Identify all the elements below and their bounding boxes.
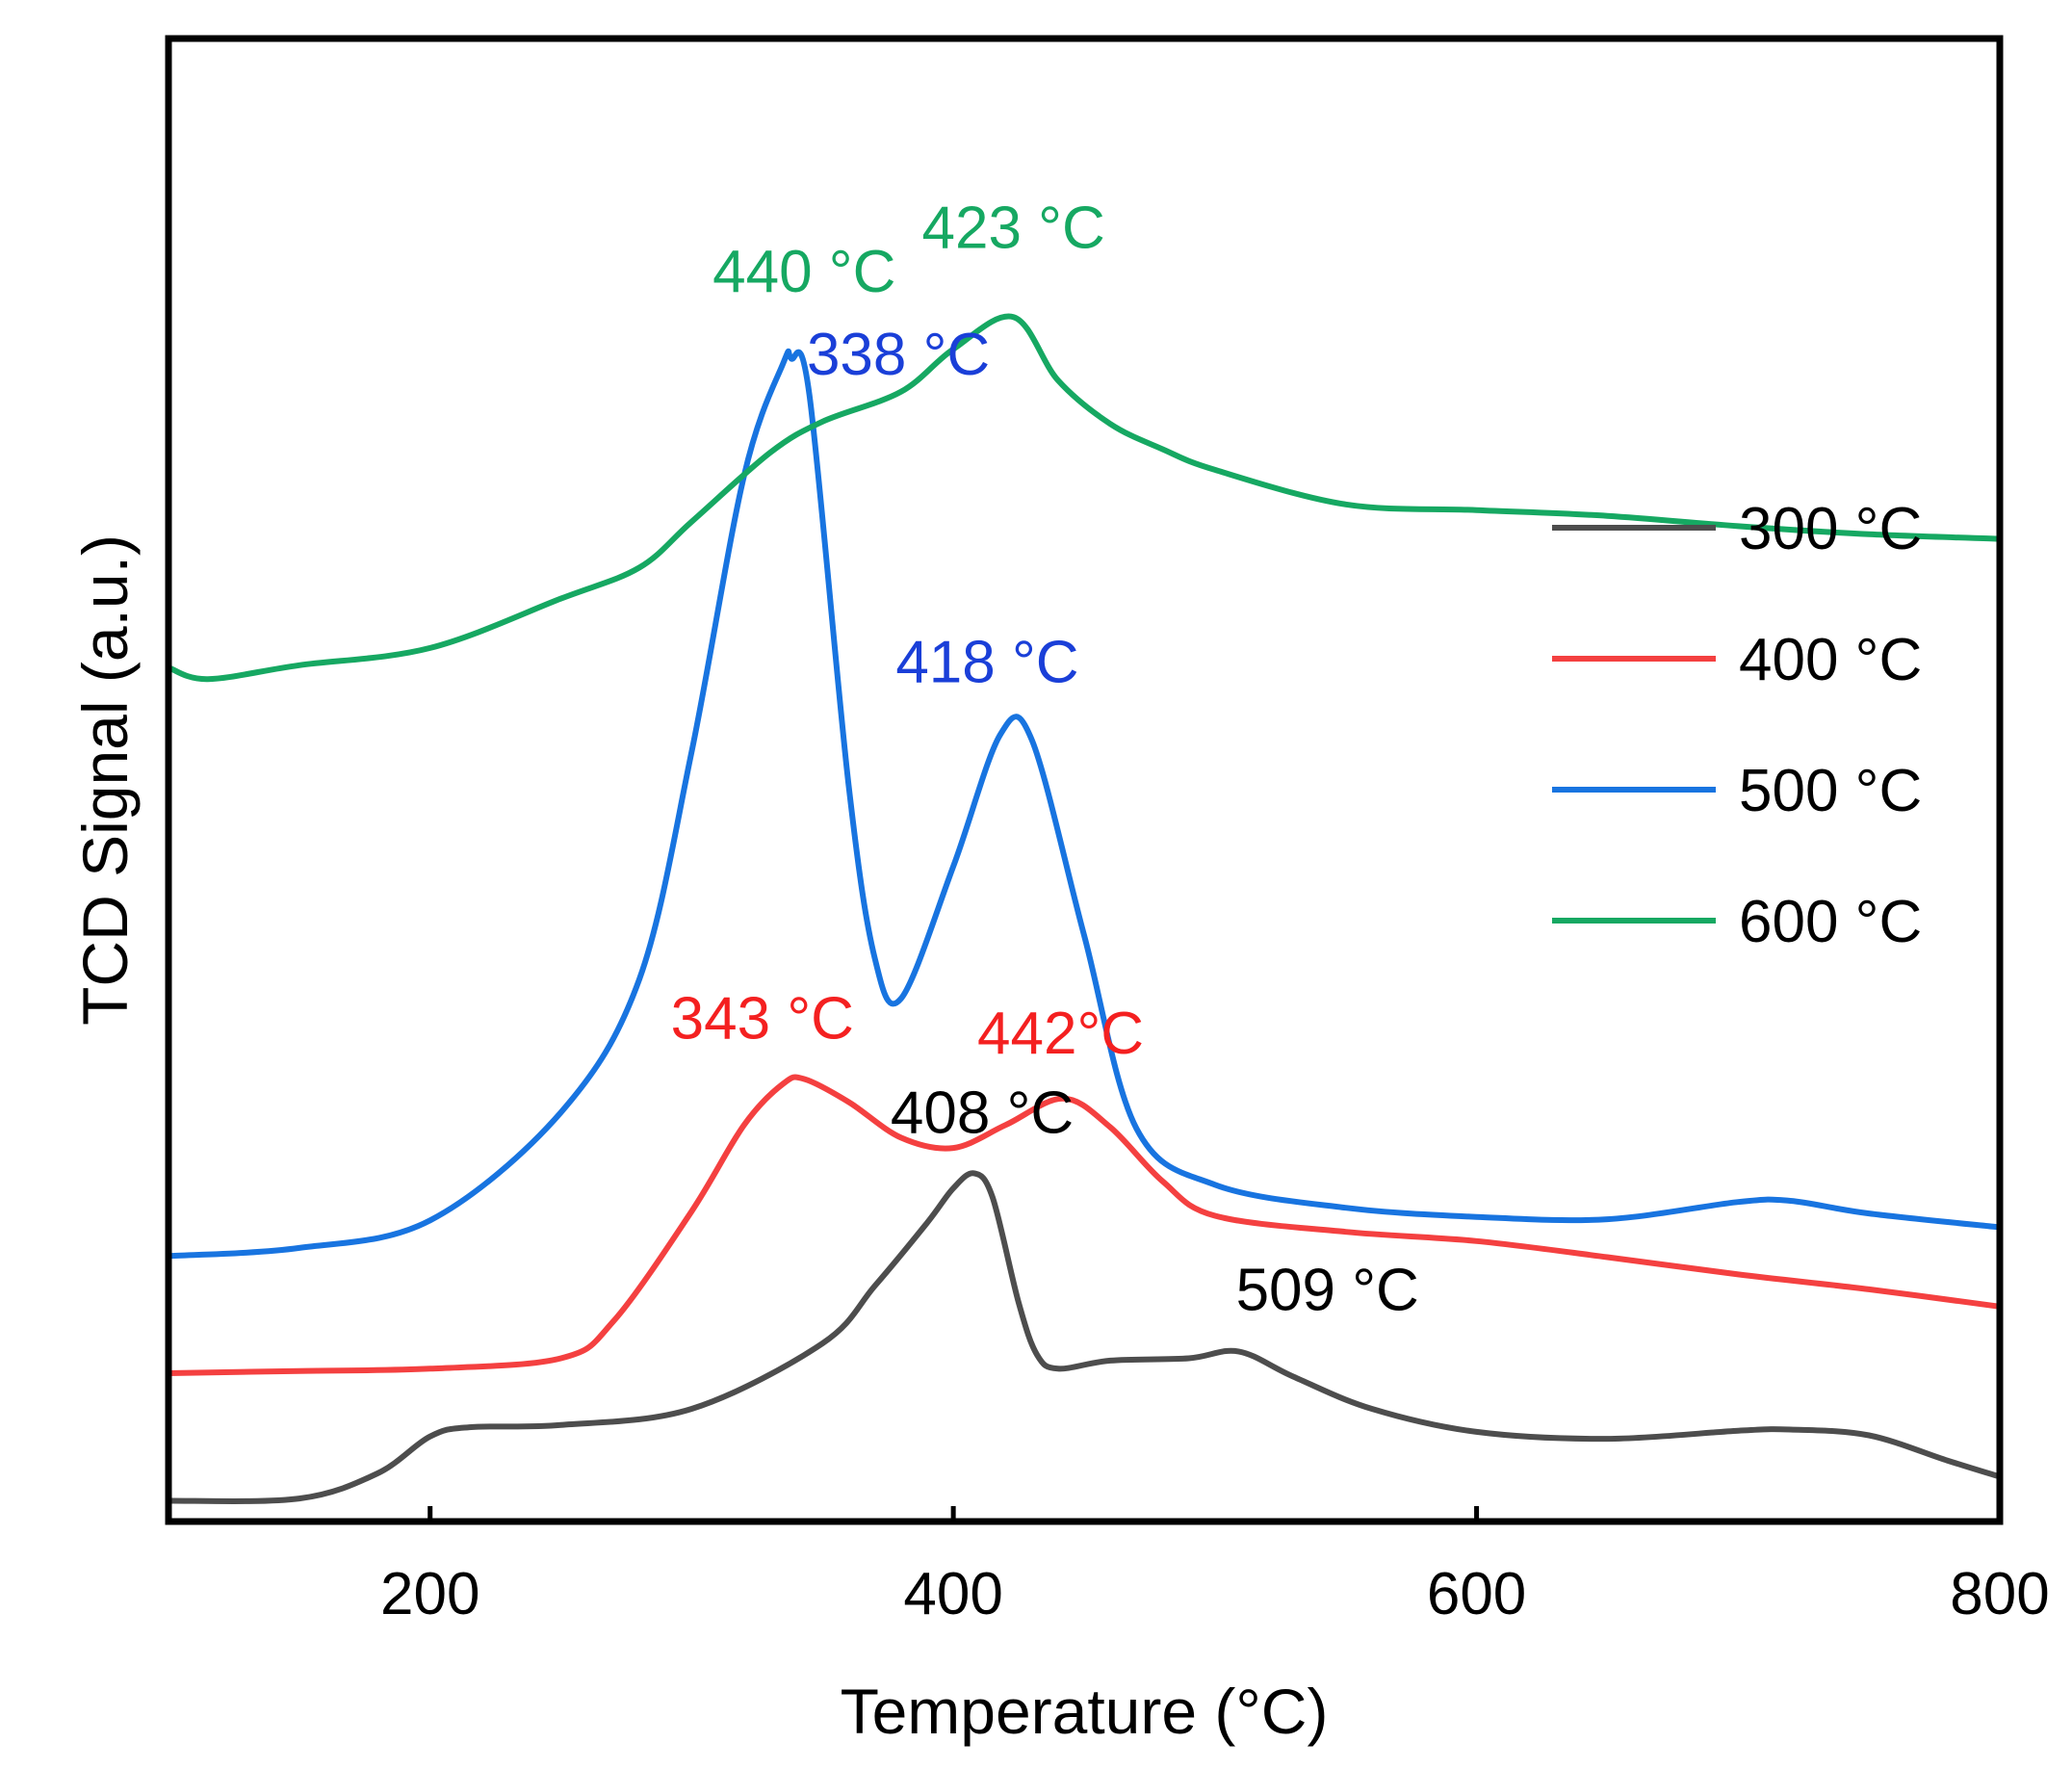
y-axis-title: TCD Signal (a.u.) bbox=[69, 534, 141, 1026]
x-tick-label-600: 600 bbox=[1427, 1561, 1526, 1627]
legend-label-600: 600 °C bbox=[1739, 889, 1922, 955]
series-line-600 bbox=[166, 313, 2003, 683]
series-line-400 bbox=[166, 1074, 2003, 1376]
legend-label-400: 400 °C bbox=[1739, 627, 1922, 693]
plot-frame bbox=[165, 35, 2004, 1525]
peak-annotation: 442°C bbox=[977, 1001, 1144, 1067]
x-tick-label-800: 800 bbox=[1950, 1561, 2049, 1627]
peak-annotation: 338 °C bbox=[807, 322, 990, 388]
peak-annotation: 423 °C bbox=[922, 195, 1105, 262]
x-axis: 200 400 600 800 bbox=[380, 1506, 2050, 1627]
x-axis-title: Temperature (°C) bbox=[841, 1676, 1329, 1747]
legend: 300 °C 400 °C 500 °C 600 °C bbox=[1552, 496, 1922, 955]
annotations: 423 °C 440 °C 338 °C 418 °C 343 °C 442°C 408 °… bbox=[671, 195, 1419, 1324]
peak-annotation: 408 °C bbox=[891, 1080, 1074, 1147]
series-layer bbox=[166, 313, 2003, 1504]
peak-annotation: 418 °C bbox=[895, 630, 1078, 696]
legend-label-500: 500 °C bbox=[1739, 758, 1922, 824]
x-tick-label-400: 400 bbox=[903, 1561, 1002, 1627]
x-tick-label-200: 200 bbox=[380, 1561, 479, 1627]
peak-annotation: 440 °C bbox=[712, 239, 895, 305]
series-line-300 bbox=[166, 1170, 2003, 1504]
series-line-500 bbox=[166, 348, 2003, 1260]
peak-annotation: 343 °C bbox=[671, 986, 854, 1053]
legend-label-300: 300 °C bbox=[1739, 496, 1922, 562]
peak-annotation: 509 °C bbox=[1236, 1257, 1419, 1323]
